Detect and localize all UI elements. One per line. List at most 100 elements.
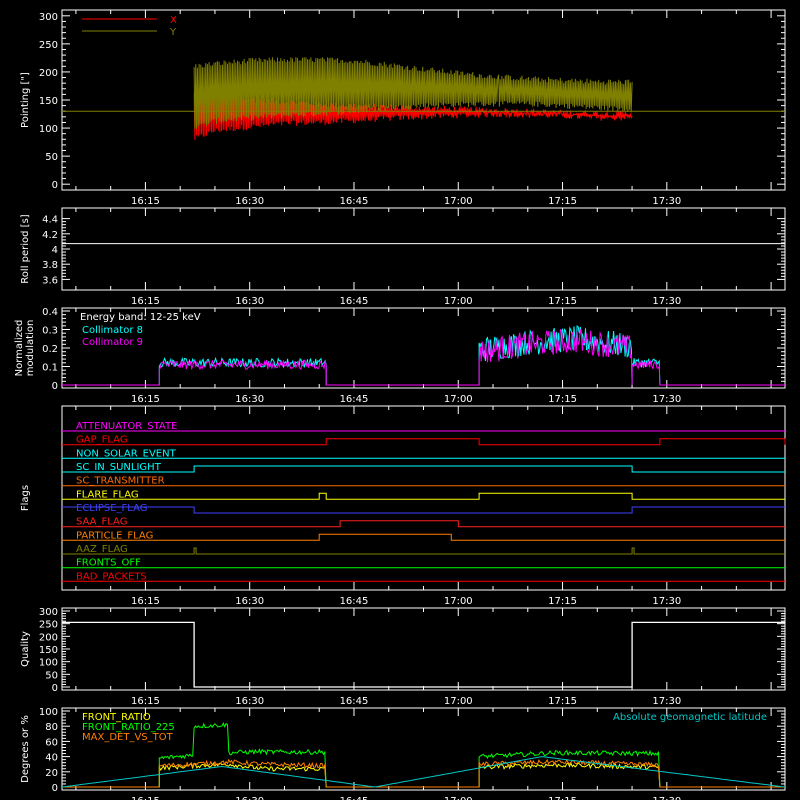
y-tick-label: 4: [52, 245, 58, 256]
panel-2: 16:15 16:30 16:45 17:00 17:15 17:30 Normalized…: [14, 307, 786, 405]
panel-3: 16:15 16:30 16:45 17:00 17:15 17:30 Flags ATTEN…: [20, 405, 786, 607]
y-tick-label: 300: [39, 12, 58, 23]
x-tick-label: 17:30: [652, 796, 681, 800]
flag-line: [62, 547, 785, 555]
y-tick-label: 0: [52, 783, 58, 794]
panel-0: 16:15 16:30 16:45 17:00 17:15 17:30 Pointing […: [20, 9, 786, 207]
legend-label: Collimator 8: [82, 325, 143, 336]
geomagnetic-latitude-line: [61, 756, 786, 788]
x-tick-label: 17:00: [444, 196, 473, 207]
y-tick-label: 50: [45, 152, 58, 163]
legend-label: Y: [169, 27, 177, 38]
flag-label: GAP_FLAG: [76, 435, 128, 446]
y-tick-label: 250: [39, 620, 58, 631]
x-tick-label: 17:30: [652, 696, 681, 707]
legend-label: MAX_DET_VS_TOT: [82, 732, 174, 743]
x-tick-label: 16:30: [235, 596, 264, 607]
legend-label: FRONT_RATIO: [82, 712, 151, 723]
legend-label: X: [170, 15, 177, 26]
y-axis-label: Pointing ["]: [20, 72, 31, 128]
x-tick-label: 17:30: [652, 296, 681, 307]
y-axis-label: Quality: [20, 631, 31, 667]
y-tick-label: 100: [39, 707, 58, 718]
y-tick-label: 150: [39, 645, 58, 656]
y-axis-label: Normalizedmodulation: [14, 320, 36, 377]
panel-frame: [61, 607, 786, 691]
x-tick-label: 17:15: [548, 596, 577, 607]
x-tick-label: 16:30: [235, 196, 264, 207]
energy-band-annotation: Energy band: 12-25 keV: [80, 312, 201, 323]
y-tick-label: 3.6: [42, 275, 58, 286]
y-tick-label: 100: [39, 124, 58, 135]
y-tick-label: 50: [45, 670, 58, 681]
geomagnetic-latitude-annotation: Absolute geomagnetic latitude: [613, 712, 767, 723]
panel-5: 16:15 16:30 16:45 17:00 17:15 17:30 Degrees or…: [20, 707, 786, 800]
flag-line: [62, 465, 785, 473]
legend-label: FRONT_RATIO_225: [82, 722, 175, 733]
series-collimator-9-line: [62, 328, 785, 386]
y-tick-label: 100: [39, 658, 58, 669]
flag-line: [62, 438, 786, 446]
x-tick-label: 17:15: [548, 296, 577, 307]
x-tick-label: 16:15: [131, 196, 160, 207]
x-tick-label: 16:30: [235, 296, 264, 307]
x-tick-label: 16:45: [340, 296, 369, 307]
flag-label: SC_TRANSMITTER: [76, 476, 165, 487]
x-tick-label: 17:00: [444, 696, 473, 707]
y-axis-label: Flags: [20, 485, 31, 511]
flag-line: [62, 506, 785, 514]
y-tick-label: 200: [39, 632, 58, 643]
x-tick-label: 16:45: [340, 196, 369, 207]
x-tick-label: 16:30: [235, 696, 264, 707]
flag-label: FLARE_FLAG: [76, 489, 139, 500]
x-tick-label: 16:15: [131, 596, 160, 607]
x-tick-label: 16:15: [131, 696, 160, 707]
x-tick-label: 16:45: [340, 394, 369, 405]
x-tick-label: 17:30: [652, 596, 681, 607]
y-tick-label: 300: [39, 607, 58, 618]
y-tick-label: 4.4: [42, 215, 58, 226]
flag-label: ECLIPSE_FLAG: [76, 503, 147, 514]
y-tick-label: 20: [45, 768, 58, 779]
y-tick-label: 60: [45, 737, 58, 748]
y-axis-label: Degrees or %: [20, 715, 31, 783]
y-tick-label: 0.3: [42, 326, 58, 337]
flag-label: SAA_FLAG: [76, 517, 127, 528]
x-tick-label: 16:45: [340, 596, 369, 607]
x-tick-label: 17:15: [548, 796, 577, 800]
x-tick-label: 17:30: [652, 196, 681, 207]
y-tick-label: 200: [39, 68, 58, 79]
y-tick-label: 3.8: [42, 260, 58, 271]
x-tick-label: 17:30: [652, 394, 681, 405]
series-y-line: [193, 57, 633, 129]
flag-label: FRONTS_OFF: [76, 558, 141, 569]
y-tick-label: 150: [39, 96, 58, 107]
quality-line: [62, 621, 785, 688]
x-tick-label: 16:45: [340, 696, 369, 707]
x-tick-label: 17:15: [548, 196, 577, 207]
panel-frame: [61, 207, 786, 291]
x-tick-label: 16:15: [131, 296, 160, 307]
series-line: [62, 761, 785, 788]
y-tick-label: 0.1: [42, 363, 58, 374]
x-tick-label: 17:00: [444, 796, 473, 800]
flag-label: AAZ_FLAG: [76, 544, 128, 555]
y-tick-label: 80: [45, 722, 58, 733]
y-tick-label: 4.2: [42, 230, 58, 241]
series-collimator-8-line: [62, 324, 785, 386]
flag-line: [62, 533, 785, 541]
x-tick-label: 16:15: [131, 796, 160, 800]
x-tick-label: 16:15: [131, 394, 160, 405]
panel-4: 16:15 16:30 16:45 17:00 17:15 17:30 Quality 0 50…: [20, 607, 786, 707]
x-tick-label: 17:15: [548, 394, 577, 405]
flag-label: PARTICLE_FLAG: [76, 530, 153, 541]
x-tick-label: 16:30: [235, 394, 264, 405]
y-tick-label: 0.2: [42, 344, 58, 355]
panel-frame: [61, 405, 786, 591]
flag-line: [62, 492, 785, 500]
x-tick-label: 17:00: [444, 394, 473, 405]
x-tick-label: 16:30: [235, 796, 264, 800]
legend-label: Collimator 9: [82, 337, 143, 348]
flag-label: BAD_PACKETS: [76, 571, 147, 582]
